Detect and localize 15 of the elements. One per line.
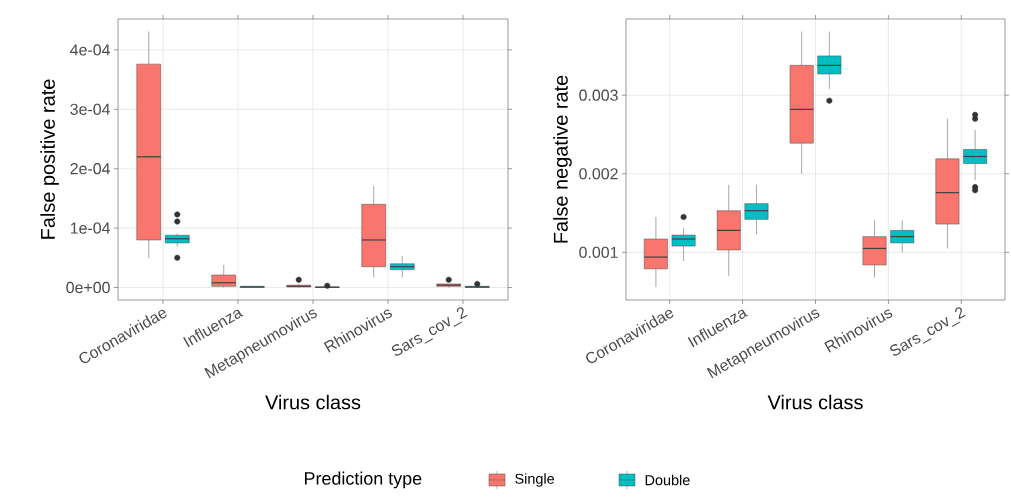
legend-title: Prediction type xyxy=(305,471,422,489)
legend-label: Double xyxy=(645,474,690,486)
y-tick-label: 1e-04 xyxy=(70,222,111,234)
x-axis-title: Virus class xyxy=(767,394,863,410)
y-axis-title: False positive rate xyxy=(40,79,59,239)
y-tick-label: 0.002 xyxy=(579,168,618,180)
y-axis-title: False negative rate xyxy=(553,75,572,243)
y-tick-label: 0.001 xyxy=(579,246,618,259)
y-tick-label: 4e-04 xyxy=(70,44,111,56)
y-tick-label: 2e-04 xyxy=(70,163,111,175)
x-axis-title: Virus class xyxy=(265,394,361,410)
y-tick-label: 3e-04 xyxy=(70,103,111,115)
y-tick-label: 0.003 xyxy=(579,89,618,101)
y-tick-label: 0e+00 xyxy=(66,281,110,294)
legend-label: Single xyxy=(515,473,555,487)
